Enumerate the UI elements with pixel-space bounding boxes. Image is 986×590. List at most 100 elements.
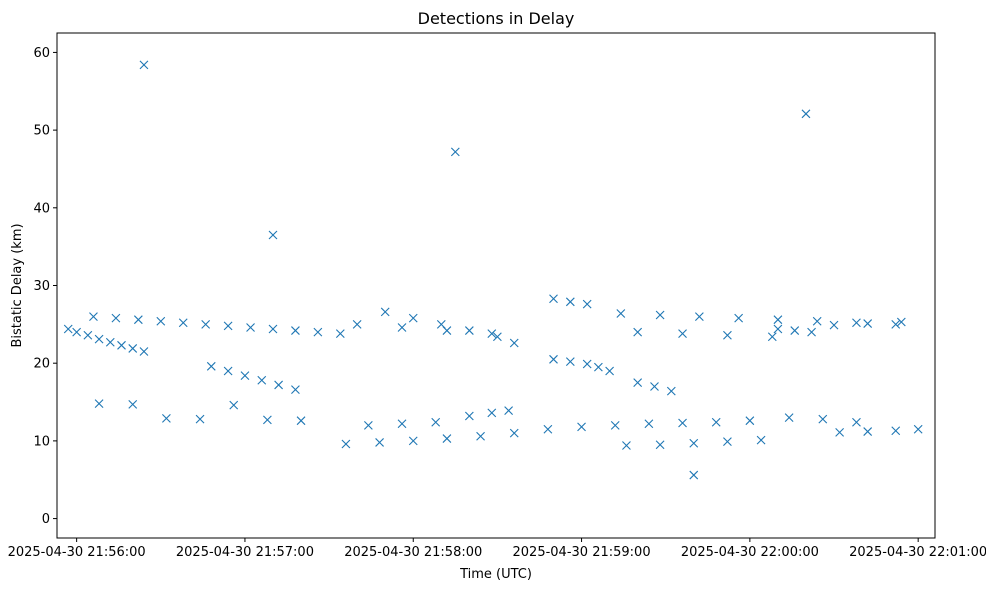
x-tick-label: 2025-04-30 21:59:00 [513, 545, 651, 560]
plot-area-frame [56, 32, 936, 539]
data-point [89, 312, 98, 321]
data-point [863, 319, 873, 328]
y-tick-label: 10 [33, 434, 50, 449]
data-point [206, 361, 216, 371]
data-point [711, 417, 721, 427]
data-point [644, 419, 654, 429]
data-point [565, 297, 575, 307]
data-point [117, 340, 126, 350]
data-point [352, 319, 362, 329]
data-point [397, 419, 407, 429]
y-tick-label: 60 [33, 46, 50, 61]
data-point [549, 354, 558, 364]
data-points [63, 60, 923, 480]
data-point [375, 438, 384, 447]
data-point [913, 424, 923, 434]
x-tick-label: 2025-04-30 21:56:00 [8, 545, 146, 560]
data-point [431, 417, 441, 427]
data-point [94, 334, 104, 344]
data-point [476, 431, 485, 441]
data-point [694, 312, 704, 321]
data-point [509, 428, 519, 438]
data-point [610, 420, 620, 430]
data-point [397, 323, 407, 332]
y-tick-label: 0 [42, 512, 50, 527]
data-point [262, 415, 272, 425]
data-point [891, 426, 901, 436]
data-point [655, 440, 665, 450]
x-axis-label: Time (UTC) [459, 567, 532, 582]
data-point [807, 327, 816, 337]
data-point [678, 418, 687, 428]
data-point [784, 413, 794, 422]
data-point [756, 435, 766, 445]
data-point [464, 326, 474, 335]
y-tick-label: 30 [33, 279, 50, 294]
x-tick-label: 2025-04-30 22:01:00 [849, 545, 986, 560]
data-point [162, 413, 171, 423]
data-point [891, 319, 901, 329]
data-point [291, 385, 300, 394]
data-point [689, 470, 699, 480]
data-point [633, 327, 643, 337]
data-point [341, 439, 351, 449]
data-point [678, 329, 687, 339]
data-point [268, 230, 278, 240]
data-point [111, 313, 121, 323]
data-point [380, 307, 390, 317]
data-point [229, 400, 239, 410]
data-point [577, 422, 586, 432]
data-point [139, 347, 149, 356]
data-point [666, 386, 676, 396]
data-point [504, 406, 514, 415]
data-point [801, 109, 811, 119]
data-point [790, 326, 800, 335]
data-point [863, 427, 873, 436]
data-point [223, 366, 233, 376]
chart-title: Detections in Delay [418, 9, 575, 28]
x-tick-label: 2025-04-30 21:57:00 [176, 545, 314, 560]
x-tick-label: 2025-04-30 22:00:00 [681, 545, 819, 560]
y-tick-label: 50 [33, 124, 50, 139]
data-point [240, 371, 250, 381]
data-point [650, 382, 659, 391]
data-point [767, 332, 777, 342]
data-point [128, 399, 138, 409]
data-point [818, 414, 828, 424]
data-point [605, 366, 614, 376]
y-axis-label: Bistatic Delay (km) [10, 223, 25, 347]
data-point [442, 434, 452, 443]
data-point [63, 324, 73, 334]
data-point [195, 414, 205, 424]
data-point [105, 337, 115, 347]
data-point [408, 313, 418, 323]
data-point [745, 416, 755, 426]
data-point [852, 318, 861, 328]
data-point [582, 299, 592, 309]
data-point [139, 60, 149, 70]
data-point [734, 313, 744, 323]
data-point [408, 436, 418, 446]
data-point [178, 318, 188, 328]
data-point [94, 399, 104, 408]
data-point [156, 316, 166, 326]
x-tick-label: 2025-04-30 21:58:00 [344, 545, 482, 560]
data-point [616, 309, 626, 318]
data-point [852, 417, 861, 427]
data-point [223, 321, 233, 331]
data-point [487, 408, 497, 418]
data-point [313, 327, 323, 337]
data-point [582, 359, 592, 369]
data-point [246, 323, 255, 332]
data-point [291, 326, 300, 335]
data-point [773, 324, 783, 334]
data-point [335, 329, 345, 339]
data-point [128, 344, 138, 353]
data-point [723, 330, 732, 340]
data-point [83, 330, 93, 340]
y-tick-label: 20 [33, 357, 50, 372]
data-point [829, 320, 839, 330]
data-point [622, 441, 631, 450]
